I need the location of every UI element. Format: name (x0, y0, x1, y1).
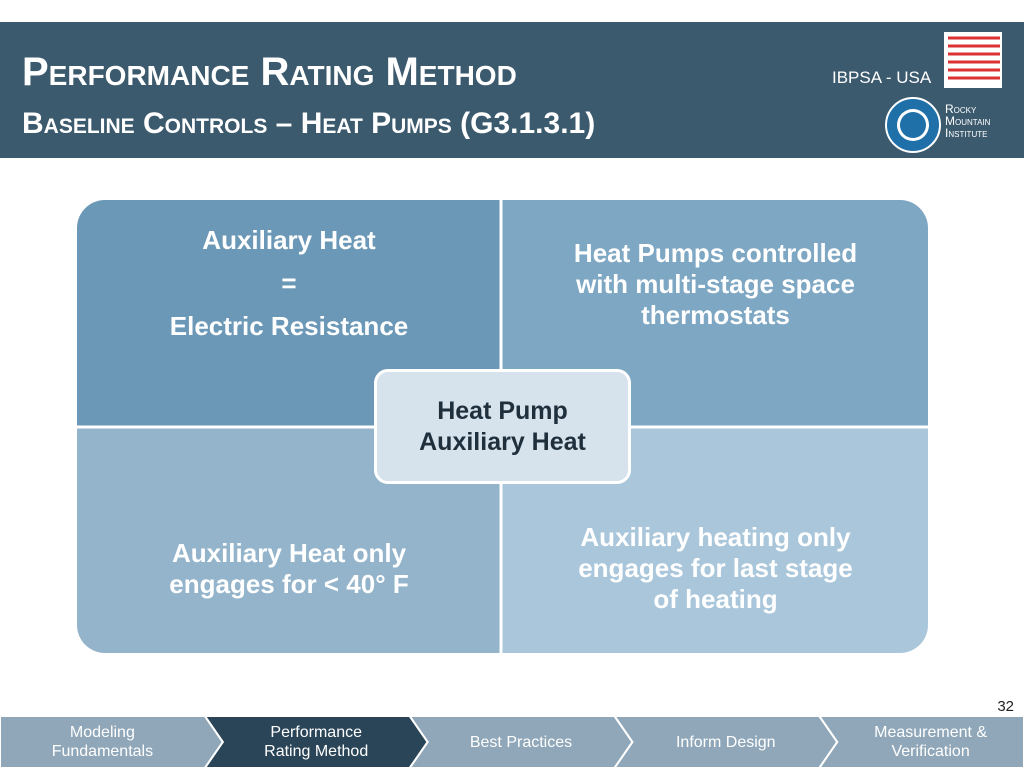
header-bar (0, 22, 1024, 158)
page-number: 32 (997, 698, 1014, 715)
rmi-line: Rocky (945, 102, 977, 116)
nav-bar (0, 716, 1024, 768)
nav-item[interactable]: Best Practices (428, 716, 615, 768)
rmi-text: Rocky Mountain Institute (945, 103, 990, 139)
quadrant-line: Auxiliary Heat only (171, 538, 407, 568)
rmi-logo (885, 97, 941, 153)
quadrant-line: of heating (653, 584, 778, 614)
nav-label: Modeling (69, 724, 135, 741)
quadrant-line: engages for < 40° F (169, 569, 409, 599)
nav-item[interactable]: Modeling Fundamentals (0, 716, 205, 768)
quadrant-line: Auxiliary Heat (202, 225, 376, 255)
nav-label: Measurement & (874, 724, 988, 741)
rmi-line: Institute (945, 126, 988, 140)
nav-tab[interactable] (0, 716, 225, 768)
nav-item[interactable]: Performance Rating Method (223, 716, 410, 768)
quadrant-line: Auxiliary heating only (580, 522, 851, 552)
quadrant-text: Auxiliary Heat only engages for < 40° F (77, 538, 501, 600)
nav-label: Fundamentals (51, 743, 154, 760)
center-box: Heat Pump Auxiliary Heat (374, 369, 631, 484)
subtitle: Baseline Controls – Heat Pumps (G3.1.3.1… (22, 107, 596, 140)
center-line: Heat Pump (437, 396, 568, 425)
quadrant-text: Auxiliary heating only engages for last s… (503, 522, 928, 615)
quadrant-line: Heat Pumps controlled (573, 238, 858, 268)
center-line: Auxiliary Heat (419, 427, 586, 456)
quadrant-text: Auxiliary Heat = Electric Resistance (77, 225, 501, 354)
quadrant-line: engages for last stage (578, 553, 853, 583)
quadrant-line: = (281, 268, 297, 298)
nav-item[interactable]: Inform Design (632, 716, 819, 768)
quadrant-line: with multi-stage space (576, 269, 855, 299)
nav-label: Best Practices (469, 733, 573, 751)
title: Performance Rating Method (22, 50, 517, 94)
quadrant-line: thermostats (641, 300, 790, 330)
rmi-line: Mountain (945, 114, 991, 128)
nav-label: Rating Method (264, 743, 369, 760)
nav-label: Inform Design (675, 733, 776, 751)
logo-text: IBPSA - USA (832, 68, 932, 87)
quadrant-line: Electric Resistance (169, 311, 409, 341)
nav-label: Performance (270, 724, 362, 741)
ibpsa-logo (944, 32, 1002, 88)
quadrant-text: Heat Pumps controlled with multi-stage sp… (503, 238, 928, 331)
nav-label: Verification (891, 743, 970, 760)
nav-item[interactable]: Measurement & Verification (837, 716, 1024, 768)
